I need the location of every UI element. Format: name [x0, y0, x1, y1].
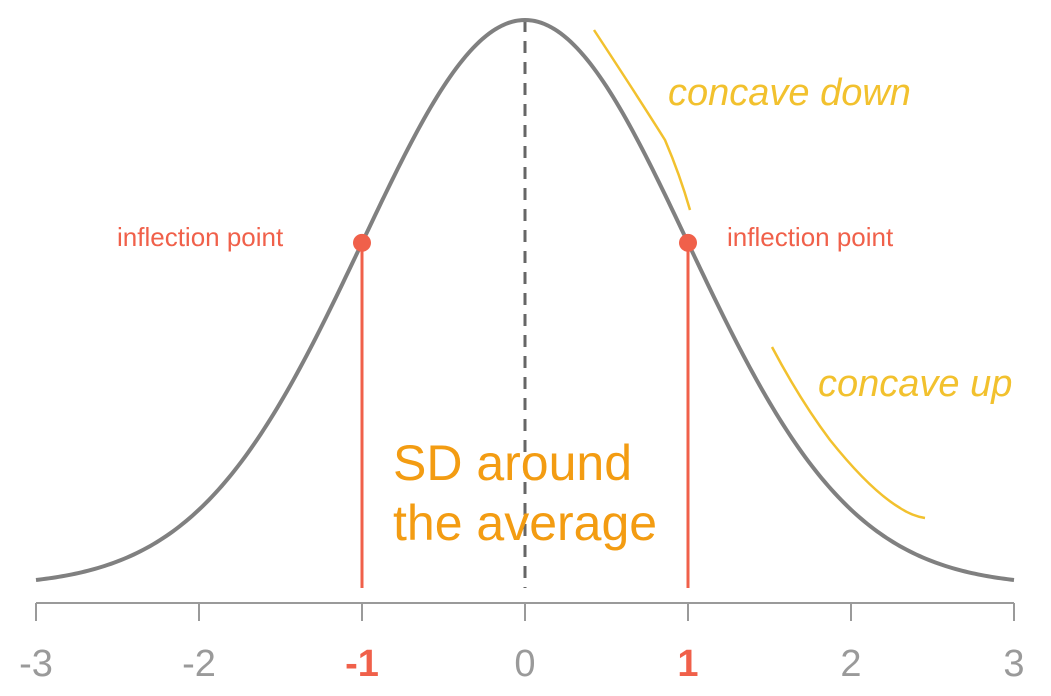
inflection-point-left: [353, 233, 371, 252]
x-tick-label: 2: [840, 643, 861, 685]
inflection-label-right: inflection point: [727, 222, 894, 252]
sd-text-line1: SD around: [393, 435, 632, 491]
x-tick-label: 0: [514, 643, 535, 685]
concave-down-label: concave down: [668, 72, 911, 114]
inflection-point-right: [679, 233, 697, 252]
x-tick-label: 3: [1003, 643, 1024, 685]
x-axis-ticks: [35, 603, 1015, 621]
x-tick-label: -2: [182, 643, 216, 685]
sd-text-line2: the average: [393, 495, 657, 551]
normal-density-curve: [35, 17, 1015, 582]
inflection-label-left: inflection point: [117, 222, 284, 252]
concave-up-stroke: [770, 346, 926, 520]
concave-down-stroke: [592, 29, 692, 211]
x-axis-tick-labels: -3 -2 -1 0 1 2 3: [19, 643, 1024, 685]
concave-up-label: concave up: [818, 363, 1012, 405]
x-tick-label: -3: [19, 643, 53, 685]
x-tick-label: 1: [677, 643, 698, 685]
x-tick-label: -1: [345, 643, 379, 685]
